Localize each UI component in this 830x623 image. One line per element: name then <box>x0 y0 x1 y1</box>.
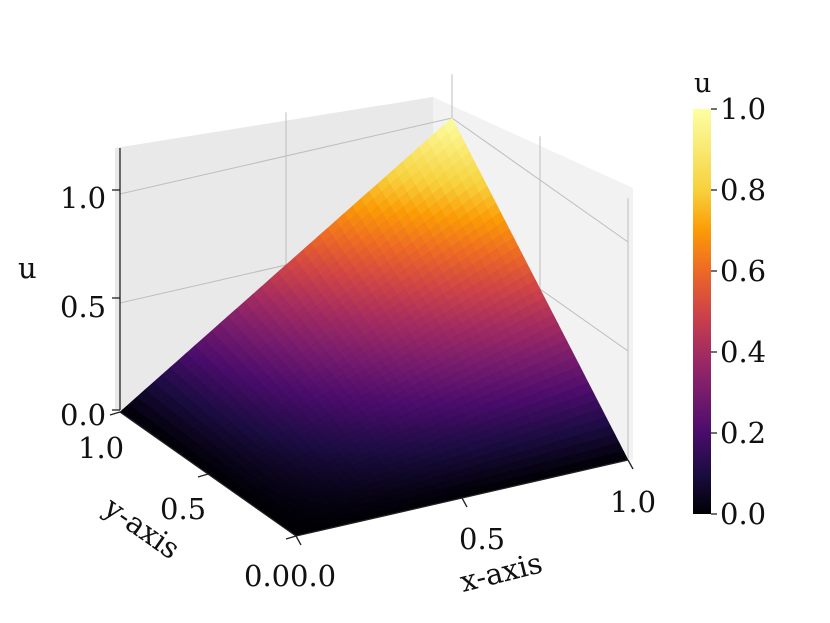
z-tick-label: 0.5 <box>60 290 106 324</box>
y-tick-label: 0.5 <box>160 492 206 526</box>
axis-ticks <box>109 189 634 546</box>
y-tick <box>285 535 297 540</box>
z-axis-title: u <box>18 251 37 285</box>
colorbar-tick-label: 0.6 <box>720 254 766 288</box>
colorbar-tick-label: 1.0 <box>720 92 766 126</box>
y-tick-label: 1.0 <box>78 431 124 465</box>
colorbar-ticks: 0.0 0.2 0.4 0.6 0.8 1.0 <box>711 92 766 531</box>
z-tick-label: 1.0 <box>60 181 106 215</box>
y-tick <box>197 473 209 478</box>
x-tick <box>295 535 302 546</box>
x-tick-label: 1.0 <box>610 485 656 519</box>
x-tick <box>627 459 634 470</box>
x-tick <box>461 497 468 508</box>
colorbar-tick-label: 0.0 <box>720 497 766 531</box>
z-tick-label: 0.0 <box>60 398 106 432</box>
colorbar <box>693 109 711 514</box>
colorbar-tick-label: 0.8 <box>720 173 766 207</box>
colorbar-title: u <box>694 68 711 99</box>
y-tick-label: 0.0 <box>244 559 290 593</box>
colorbar-tick-label: 0.4 <box>720 335 766 369</box>
x-tick-label: 0.0 <box>290 559 336 593</box>
x-tick-label: 0.5 <box>459 522 505 556</box>
colorbar-tick-label: 0.2 <box>720 416 766 450</box>
y-tick <box>109 411 121 416</box>
surface <box>119 117 629 537</box>
